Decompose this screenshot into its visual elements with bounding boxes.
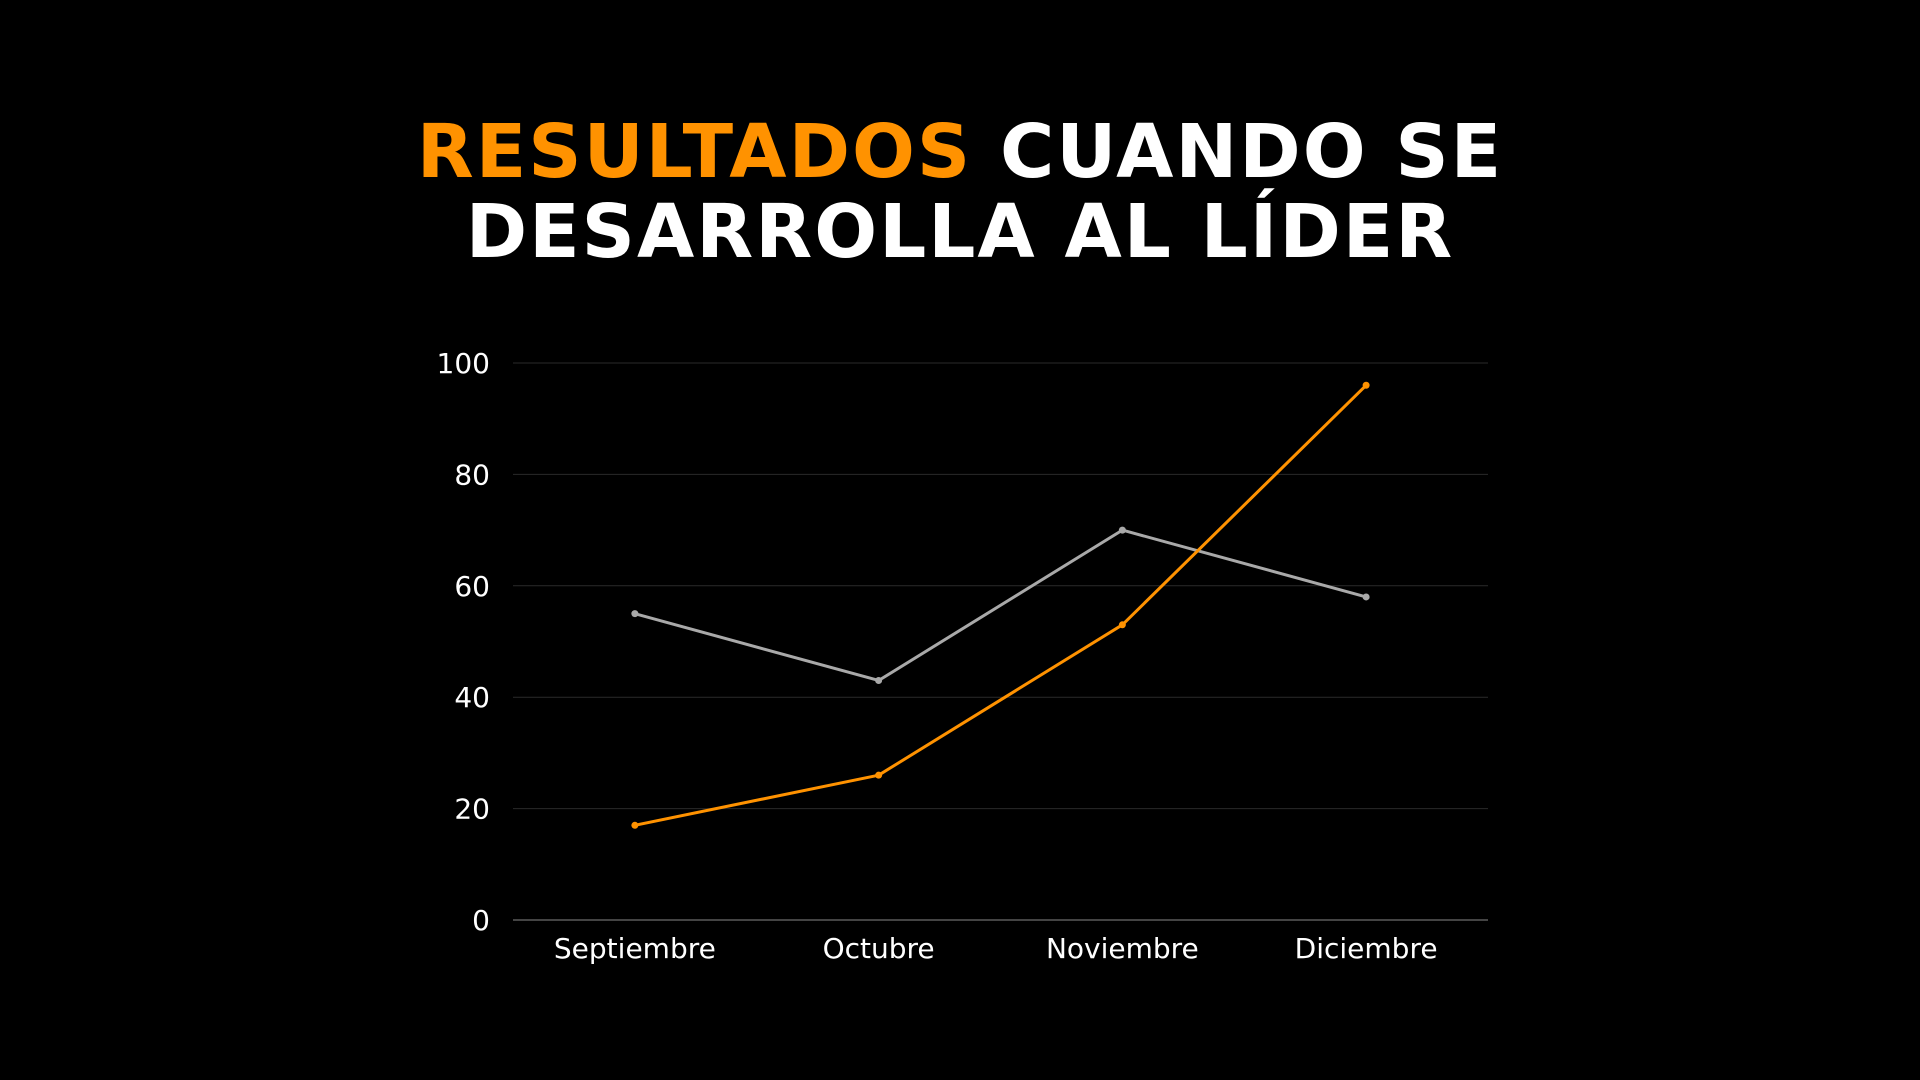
data-point <box>631 821 639 829</box>
x-axis-ticks: Septiembre Octubre Noviembre Diciembre <box>554 932 1438 965</box>
y-axis-ticks: 0 20 40 60 80 100 <box>437 347 490 937</box>
data-point <box>1362 593 1370 601</box>
x-tick-label: Octubre <box>823 932 935 965</box>
title-line2: DESARROLLA AL LÍDER <box>465 189 1455 275</box>
data-point <box>875 771 883 779</box>
series-1 <box>631 526 1370 684</box>
y-tick-label: 20 <box>454 793 490 826</box>
data-point <box>1118 526 1126 534</box>
x-tick-label: Diciembre <box>1295 932 1438 965</box>
title-accent-word: RESULTADOS <box>416 109 973 195</box>
page-title: RESULTADOS CUANDO SE DESARROLLA AL LÍDER <box>0 112 1920 272</box>
data-point <box>1118 621 1126 629</box>
series <box>631 381 1370 829</box>
data-point <box>875 676 883 684</box>
series-2 <box>631 381 1370 829</box>
y-tick-label: 60 <box>454 570 490 603</box>
y-tick-label: 0 <box>472 904 490 937</box>
data-point <box>631 610 639 618</box>
y-tick-label: 80 <box>454 458 490 491</box>
series-line <box>633 383 1368 827</box>
y-tick-label: 40 <box>454 681 490 714</box>
title-line1-rest: CUANDO SE <box>999 109 1504 195</box>
gridlines <box>513 362 1488 921</box>
y-tick-label: 100 <box>437 347 490 380</box>
x-tick-label: Septiembre <box>554 932 716 965</box>
x-tick-label: Noviembre <box>1046 932 1199 965</box>
series-line <box>633 528 1368 682</box>
data-point <box>1362 381 1370 389</box>
